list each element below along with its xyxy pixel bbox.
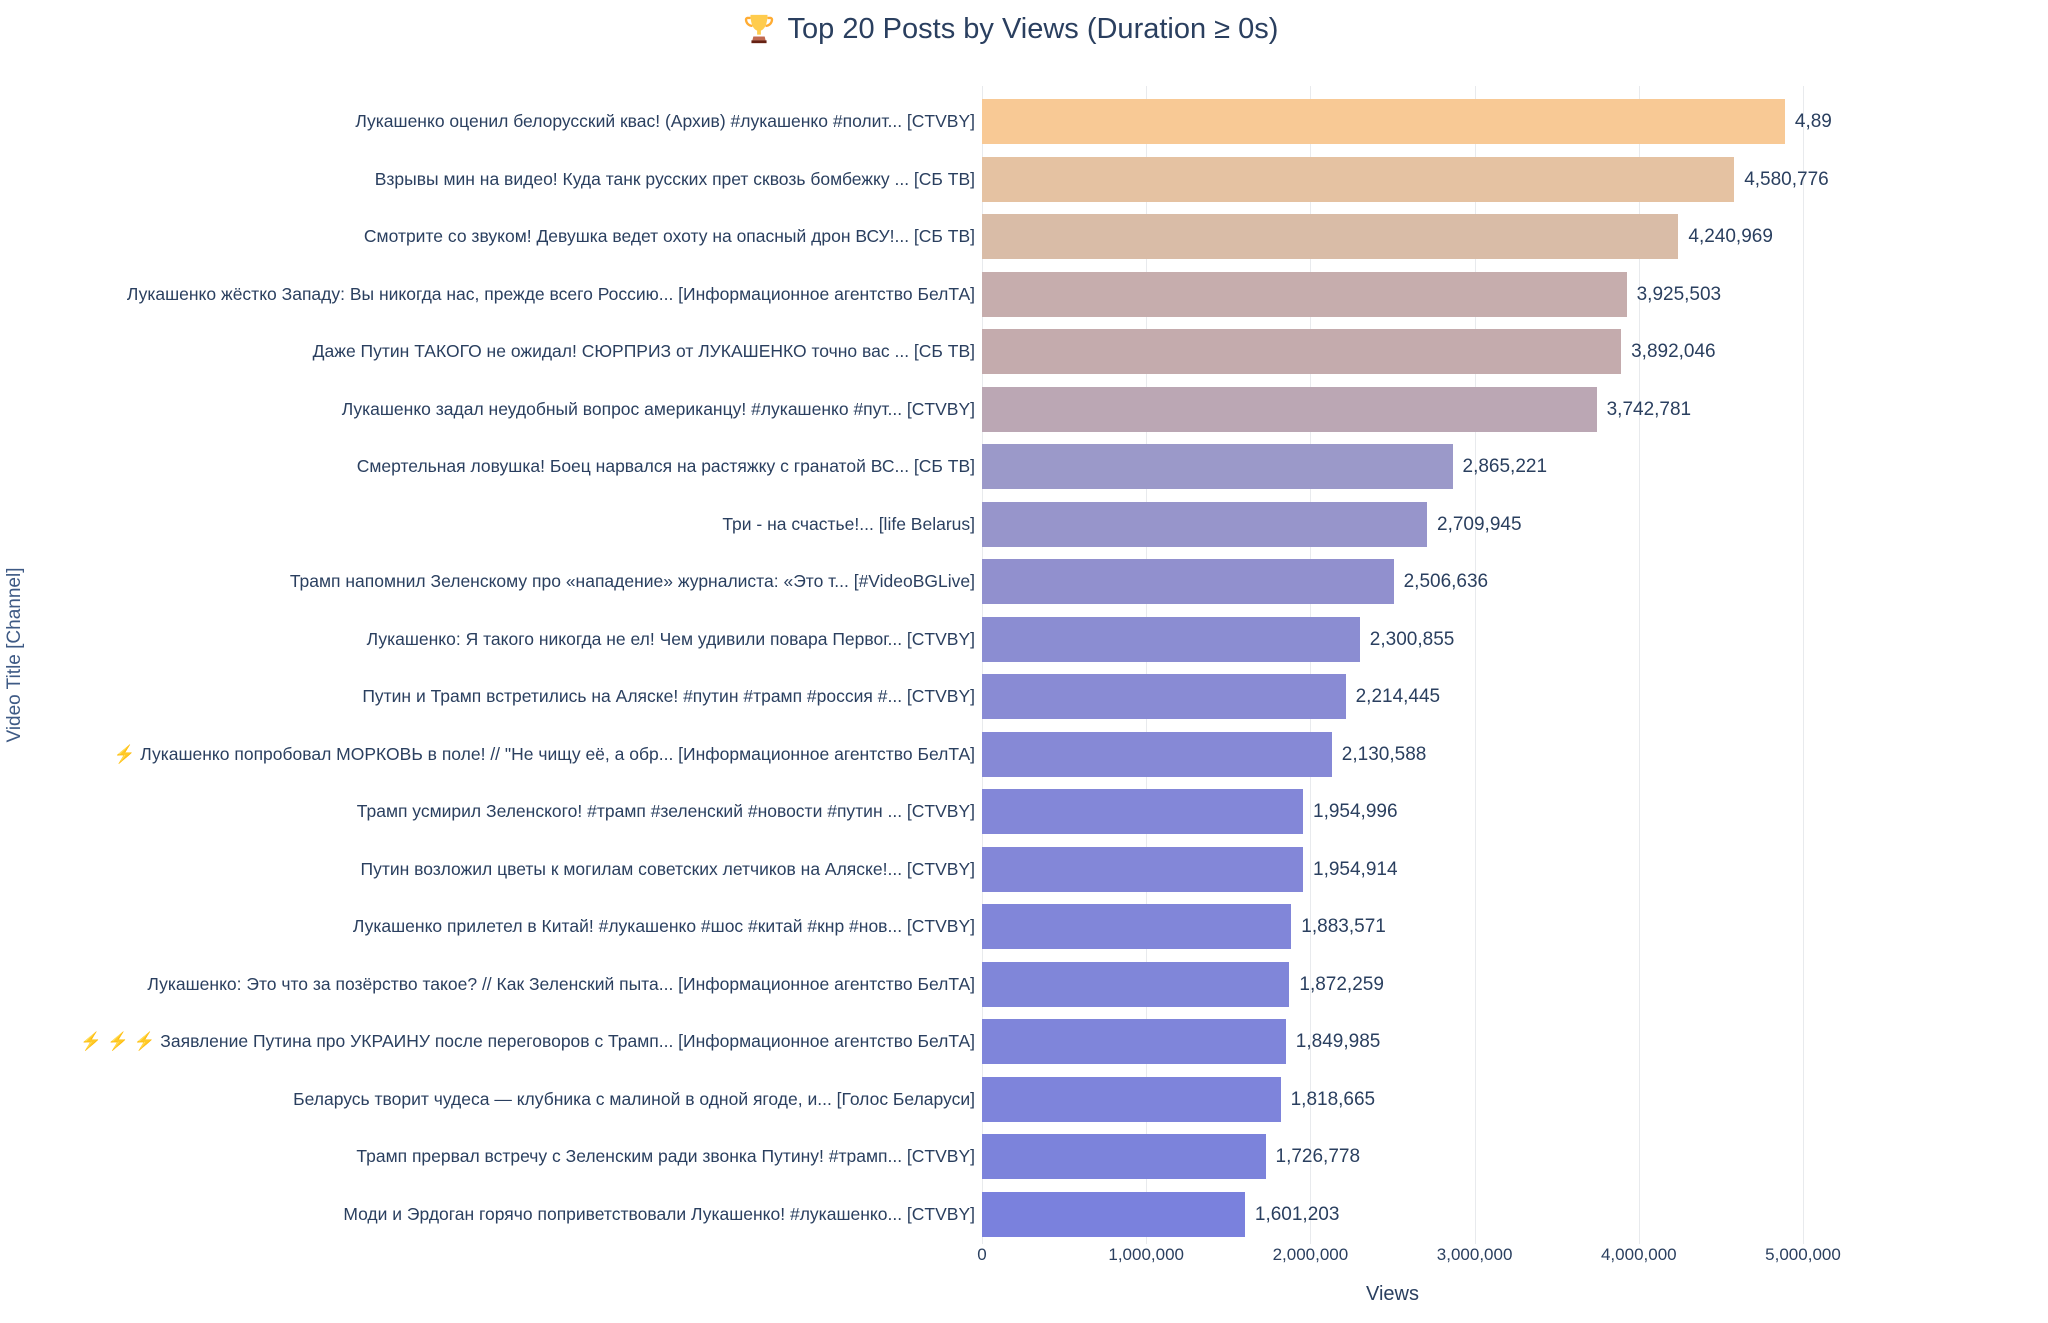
x-gridline [1310, 86, 1312, 1244]
category-label: ⚡ ⚡ ⚡ Заявление Путина про УКРАИНУ после… [80, 1031, 975, 1051]
bar[interactable] [982, 271, 1627, 317]
category-label: ⚡ Лукашенко попробовал МОРКОВЬ в поле! /… [113, 743, 975, 764]
bar[interactable] [982, 1076, 1281, 1122]
bar[interactable] [982, 386, 1597, 432]
category-label: Трамп прервал встречу с Зеленским ради з… [356, 1146, 975, 1166]
x-gridline [1803, 86, 1804, 1244]
category-label: Смертельная ловушка! Боец нарвался на ра… [356, 456, 975, 476]
bar[interactable] [982, 156, 1735, 202]
x-tick-label: 3,000,000 [1436, 1245, 1513, 1264]
bar[interactable] [982, 616, 1360, 662]
value-label: 1,818,665 [1290, 1088, 1376, 1110]
category-label: Моди и Эрдоган горячо поприветствовали Л… [343, 1203, 975, 1224]
chart-title: Top 20 Posts by Views (Duration ≥ 0s) [0, 12, 2020, 46]
value-label: 1,872,259 [1299, 973, 1384, 995]
x-gridline [1146, 86, 1148, 1244]
bar[interactable] [982, 904, 1292, 949]
x-gridline [1638, 86, 1640, 1244]
chart-title-text: Top 20 Posts by Views (Duration ≥ 0s) [787, 12, 1279, 45]
bar[interactable] [982, 444, 1453, 489]
category-label: Лукашенко жёстко Западу: Вы никогда нас,… [126, 283, 975, 304]
bar[interactable] [982, 214, 1679, 259]
bar[interactable] [982, 846, 1303, 892]
category-label: Даже Путин ТАКОГО не ожидал! СЮРПРИЗ от … [312, 341, 975, 361]
category-label: Лукашенко: Это что за позёрство такое? /… [147, 973, 975, 994]
x-tick-label: 4,000,000 [1600, 1245, 1677, 1264]
bar[interactable] [982, 1191, 1245, 1237]
bar[interactable] [982, 1019, 1286, 1064]
value-label: 2,214,445 [1355, 686, 1441, 707]
value-label: 3,892,046 [1631, 341, 1716, 362]
value-label: 1,601,203 [1254, 1203, 1340, 1225]
x-tick-label: 2,000,000 [1272, 1245, 1349, 1264]
category-label: Лукашенко: Я такого никогда не ел! Чем у… [366, 628, 975, 649]
category-label: Смотрите со звуком! Девушка ведет охоту … [363, 226, 975, 246]
value-label: 3,742,781 [1606, 398, 1692, 420]
bar[interactable] [982, 961, 1290, 1007]
trophy-icon [742, 12, 776, 46]
category-label: Путин возложил цветы к могилам советских… [360, 858, 975, 879]
x-tick-label: 0 [977, 1245, 987, 1264]
category-label: Лукашенко оценил белорусский квас! (Архи… [355, 111, 975, 131]
value-label: 1,849,985 [1295, 1031, 1381, 1052]
value-label: 4,89 [1794, 111, 1832, 132]
x-gridline [1474, 86, 1476, 1244]
value-label: 2,130,588 [1341, 743, 1427, 765]
y-axis-title: Video Title [Channel] [4, 567, 25, 743]
value-label: 1,883,571 [1301, 916, 1386, 937]
value-label: 1,954,996 [1313, 801, 1398, 822]
bar[interactable] [982, 329, 1622, 374]
category-label: Три - на счастье!... [life Belarus] [722, 513, 975, 534]
x-tick-label: 1,000,000 [1108, 1245, 1185, 1264]
bar[interactable] [982, 99, 1785, 144]
x-tick-label: 5,000,000 [1765, 1245, 1841, 1264]
bar[interactable] [982, 789, 1303, 834]
value-label: 2,865,221 [1462, 456, 1548, 477]
value-label: 2,709,945 [1437, 513, 1522, 535]
value-label: 4,580,776 [1744, 168, 1829, 190]
category-label: Лукашенко прилетел в Китай! #лукашенко #… [352, 916, 975, 936]
category-label: Трамп усмирил Зеленского! #трамп #зеленс… [356, 801, 975, 821]
category-label: Трамп напомнил Зеленскому про «нападение… [289, 571, 975, 591]
bar[interactable] [982, 1134, 1266, 1179]
value-label: 2,300,855 [1369, 628, 1455, 650]
category-label: Взрывы мин на видео! Куда танк русских п… [374, 168, 975, 189]
x-gridline [982, 86, 983, 1244]
bar[interactable] [982, 674, 1346, 719]
x-axis-title: Views [1366, 1283, 1419, 1305]
bar[interactable] [982, 501, 1427, 547]
category-label: Путин и Трамп встретились на Аляске! #пу… [362, 686, 975, 706]
bar[interactable] [982, 559, 1394, 604]
bar[interactable] [982, 731, 1332, 777]
value-label: 2,506,636 [1403, 571, 1489, 592]
value-label: 1,954,914 [1313, 858, 1398, 880]
category-label: Беларусь творит чудеса — клубника с мали… [293, 1088, 975, 1109]
category-label: Лукашенко задал неудобный вопрос америка… [341, 398, 975, 419]
value-label: 4,240,969 [1688, 226, 1773, 247]
value-label: 3,925,503 [1636, 283, 1722, 305]
value-label: 1,726,778 [1275, 1146, 1361, 1167]
